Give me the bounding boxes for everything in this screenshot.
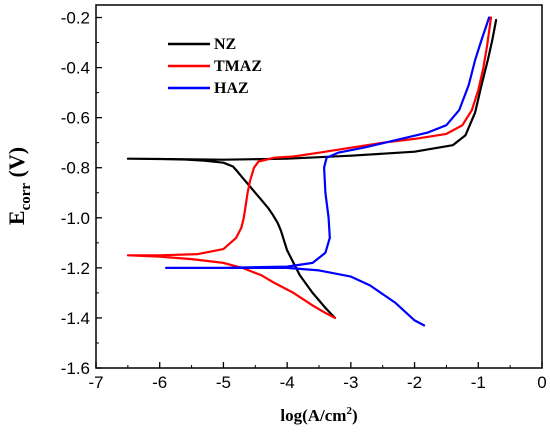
y-tick-label: -1.2 bbox=[61, 259, 90, 278]
x-tick-label: -7 bbox=[88, 373, 103, 392]
x-axis-title-end: ) bbox=[352, 406, 358, 425]
x-tick-label: -1 bbox=[471, 373, 486, 392]
y-axis-title-sub: corr bbox=[18, 183, 34, 211]
series-line-nz bbox=[126, 18, 498, 319]
y-tick-label: -0.2 bbox=[61, 9, 90, 28]
y-tick-label: -1.6 bbox=[61, 359, 90, 378]
y-axis-title: Ecorr (V) bbox=[4, 147, 34, 225]
y-tick-label: -1.4 bbox=[61, 309, 90, 328]
x-tick-label: -6 bbox=[152, 373, 167, 392]
legend: NZ TMAZ HAZ bbox=[168, 36, 262, 97]
y-tick-label: -0.4 bbox=[61, 59, 90, 78]
tick-group: -7 -6 -5 -4 -3 -2 -1 0 -1.6 -1.4 -1.2 -1.0 -0.8 -0.6 -… bbox=[61, 9, 547, 392]
y-axis-title-end: (V) bbox=[4, 147, 29, 183]
x-axis-title-sup: 2 bbox=[346, 405, 352, 417]
series-line-haz bbox=[165, 16, 491, 327]
x-tick-label: -4 bbox=[280, 373, 295, 392]
y-axis-title-main: E bbox=[4, 210, 29, 225]
y-tick-label: -0.8 bbox=[61, 159, 90, 178]
y-tick-label: -0.6 bbox=[61, 109, 90, 128]
series-group bbox=[126, 16, 498, 327]
x-axis-title: log(A/cm2) bbox=[280, 405, 357, 425]
legend-label-nz: NZ bbox=[214, 36, 236, 53]
series-line-tmaz bbox=[126, 16, 493, 319]
x-tick-label: -3 bbox=[343, 373, 358, 392]
x-tick-label: -2 bbox=[407, 373, 422, 392]
x-axis-title-main: log(A/cm bbox=[280, 406, 346, 425]
legend-label-haz: HAZ bbox=[214, 80, 249, 97]
y-tick-label: -1.0 bbox=[61, 209, 90, 228]
x-tick-label: 0 bbox=[537, 373, 546, 392]
x-tick-label: -5 bbox=[216, 373, 231, 392]
legend-label-tmaz: TMAZ bbox=[214, 58, 262, 75]
